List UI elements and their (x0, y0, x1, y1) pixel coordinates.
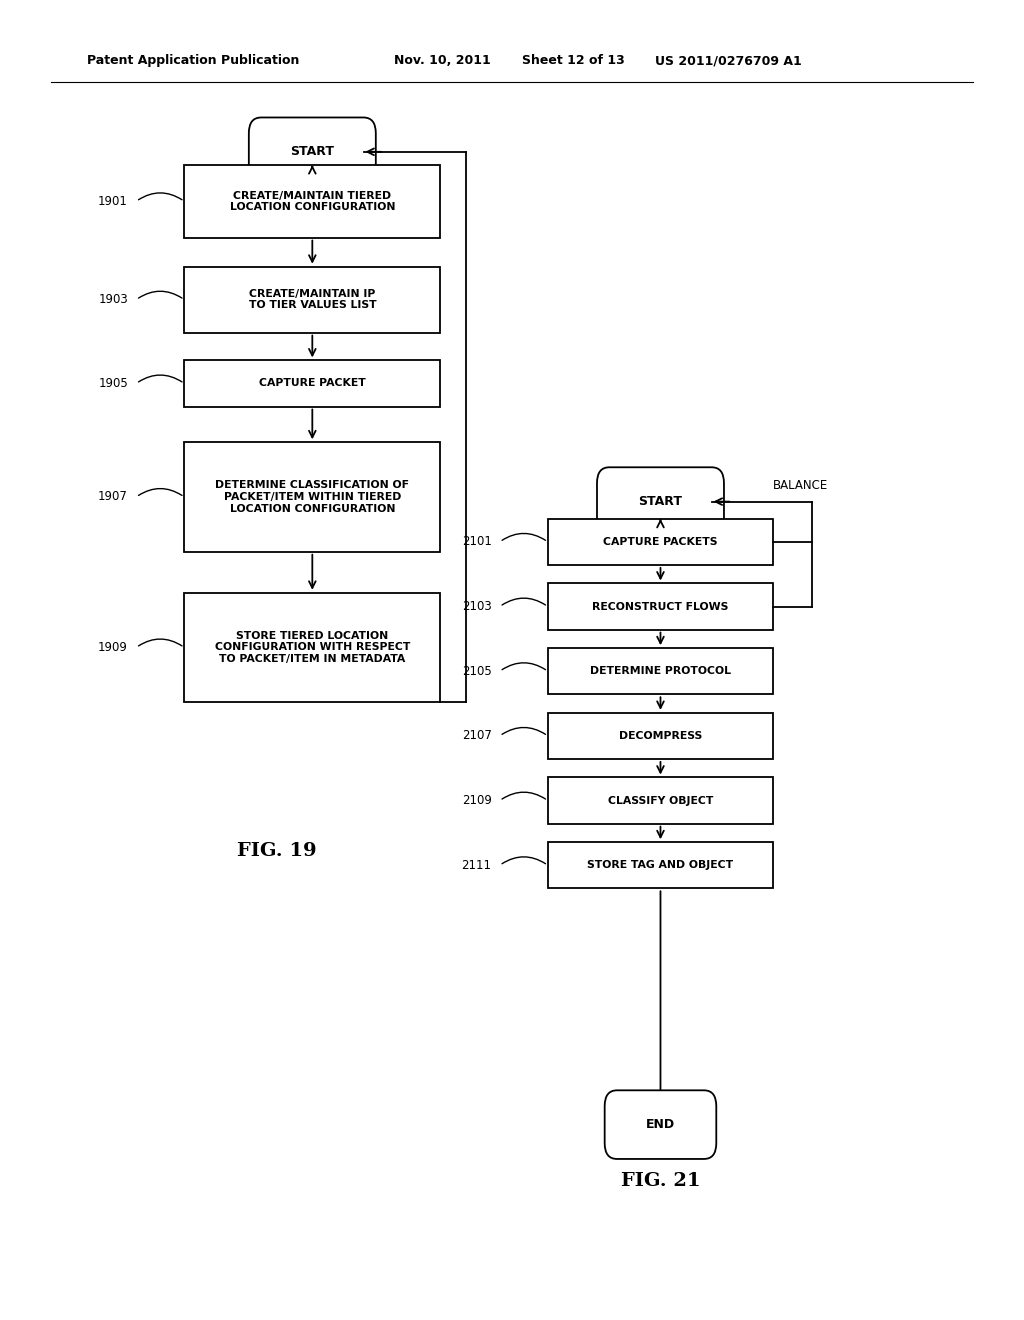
Text: Sheet 12 of 13: Sheet 12 of 13 (522, 54, 625, 67)
Text: 1905: 1905 (98, 378, 128, 389)
FancyBboxPatch shape (249, 117, 376, 186)
Text: CAPTURE PACKET: CAPTURE PACKET (259, 379, 366, 388)
Text: DETERMINE PROTOCOL: DETERMINE PROTOCOL (590, 667, 731, 676)
Bar (548, 519, 773, 565)
Text: STORE TAG AND OBJECT: STORE TAG AND OBJECT (588, 861, 733, 870)
FancyBboxPatch shape (604, 1090, 717, 1159)
Text: 1907: 1907 (98, 491, 128, 503)
Text: 2109: 2109 (462, 795, 492, 807)
FancyArrowPatch shape (502, 857, 546, 863)
Text: BALANCE: BALANCE (773, 479, 828, 492)
Text: DECOMPRESS: DECOMPRESS (618, 731, 702, 741)
Bar (548, 777, 773, 824)
FancyArrowPatch shape (138, 292, 182, 298)
Text: 2105: 2105 (462, 665, 492, 677)
FancyArrowPatch shape (502, 533, 546, 540)
Text: RECONSTRUCT FLOWS: RECONSTRUCT FLOWS (592, 602, 729, 611)
Text: 2101: 2101 (462, 536, 492, 548)
Text: 1909: 1909 (98, 642, 128, 653)
Bar (184, 267, 440, 333)
Bar (548, 842, 773, 888)
FancyArrowPatch shape (502, 598, 546, 605)
FancyArrowPatch shape (138, 639, 182, 645)
Text: 1903: 1903 (98, 293, 128, 306)
Text: START: START (291, 145, 334, 158)
FancyArrowPatch shape (138, 375, 182, 381)
FancyArrowPatch shape (502, 727, 546, 734)
Text: 2103: 2103 (462, 601, 492, 612)
Text: CLASSIFY OBJECT: CLASSIFY OBJECT (608, 796, 713, 805)
Text: 2107: 2107 (462, 730, 492, 742)
Text: US 2011/0276709 A1: US 2011/0276709 A1 (655, 54, 802, 67)
Bar (184, 442, 440, 552)
Bar (184, 165, 440, 238)
FancyArrowPatch shape (502, 792, 546, 799)
FancyArrowPatch shape (502, 663, 546, 669)
Text: DETERMINE CLASSIFICATION OF
PACKET/ITEM WITHIN TIERED
LOCATION CONFIGURATION: DETERMINE CLASSIFICATION OF PACKET/ITEM … (215, 480, 410, 513)
FancyArrowPatch shape (138, 488, 182, 495)
Text: 2111: 2111 (462, 859, 492, 871)
Text: STORE TIERED LOCATION
CONFIGURATION WITH RESPECT
TO PACKET/ITEM IN METADATA: STORE TIERED LOCATION CONFIGURATION WITH… (215, 631, 410, 664)
Text: CREATE/MAINTAIN TIERED
LOCATION CONFIGURATION: CREATE/MAINTAIN TIERED LOCATION CONFIGUR… (229, 190, 395, 213)
Bar (184, 360, 440, 407)
Text: FIG. 21: FIG. 21 (621, 1172, 700, 1191)
Text: CREATE/MAINTAIN IP
TO TIER VALUES LIST: CREATE/MAINTAIN IP TO TIER VALUES LIST (249, 289, 376, 310)
Bar (548, 583, 773, 630)
Text: CAPTURE PACKETS: CAPTURE PACKETS (603, 537, 718, 546)
Bar (548, 713, 773, 759)
Text: END: END (646, 1118, 675, 1131)
FancyArrowPatch shape (138, 193, 182, 199)
Text: 1901: 1901 (98, 195, 128, 207)
Text: Nov. 10, 2011: Nov. 10, 2011 (394, 54, 490, 67)
Text: START: START (639, 495, 682, 508)
FancyBboxPatch shape (597, 467, 724, 536)
Text: FIG. 19: FIG. 19 (237, 842, 316, 861)
Bar (548, 648, 773, 694)
Bar (184, 593, 440, 702)
Text: Patent Application Publication: Patent Application Publication (87, 54, 299, 67)
